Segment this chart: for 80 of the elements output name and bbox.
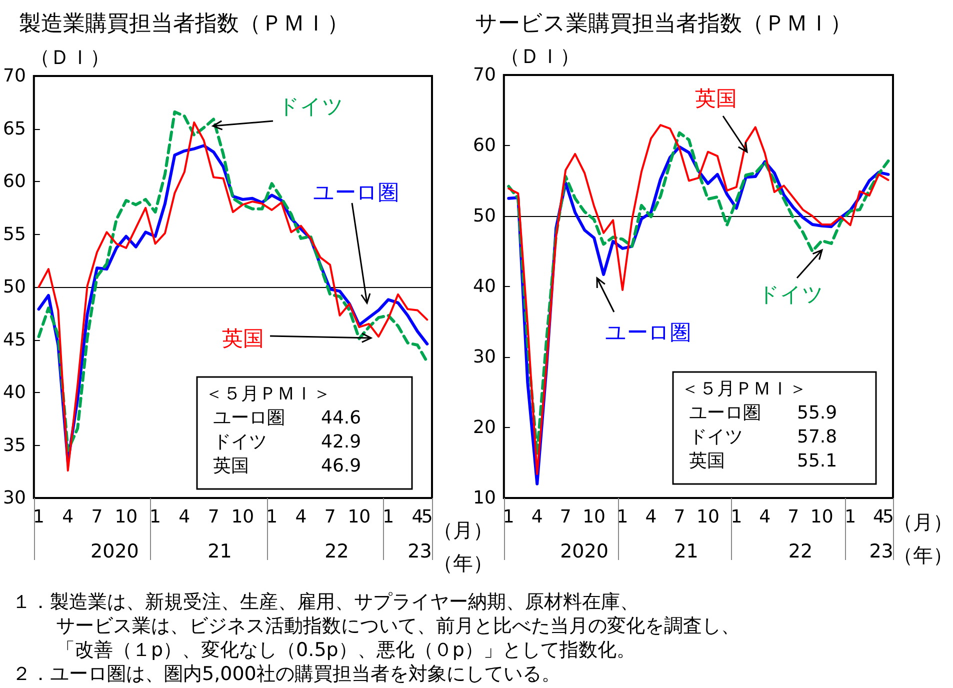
text: 22 [324, 540, 349, 562]
y-axis-title: （ＤＩ） [500, 44, 580, 68]
y-tick-label: 40 [3, 382, 26, 403]
y-tick-label: 60 [473, 135, 496, 156]
x-tick-label: 1 [730, 506, 742, 528]
x-tick-label: 4 [759, 506, 771, 528]
x-tick-label: 7 [91, 506, 103, 528]
text: ２．ユーロ圏は、圏内5,000社の購買担当者を対象にしている。 [12, 662, 562, 686]
y-axis-title: （ＤＩ） [30, 45, 110, 70]
x-tick-label: 5 [421, 506, 433, 528]
y-tick-label: 20 [473, 417, 496, 438]
x-tick-label: 5 [882, 506, 894, 528]
series-label: 英国 [695, 86, 737, 110]
annotation: ユーロ圏 55.9 [689, 402, 838, 424]
x-axis-title: （月） [433, 518, 493, 542]
chart-title: サービス業購買担当者指数（ＰＭＩ） [475, 12, 852, 36]
y-tick-label: 60 [3, 171, 26, 192]
y-tick-label: 10 [473, 488, 496, 508]
annotation: 英国 46.9 [213, 456, 362, 476]
x-tick-label: 7 [324, 506, 336, 528]
text: 23 [408, 540, 432, 562]
x-tick-label: 7 [674, 506, 686, 528]
annotation: ＜５月ＰＭＩ＞ [205, 384, 331, 404]
text: サービス業は、ビジネス活動指数について、前月と比べた当月の変化を調査し、 [55, 614, 741, 638]
text: 英国 [222, 326, 264, 350]
text: （年） [433, 551, 493, 575]
annotation: ドイツ 57.8 [689, 426, 838, 448]
x-tick-label: 4 [645, 506, 657, 528]
text: 22 [788, 540, 813, 562]
x-tick-label: 7 [208, 506, 220, 528]
text: 「改善（１p）、変化なし（0.5p）、悪化（０p）」として指数化。 [55, 638, 636, 662]
y-tick-label: 35 [3, 434, 26, 456]
text: 21 [208, 540, 232, 562]
x-tick-label: 10 [696, 506, 720, 528]
y-tick-label: 50 [3, 276, 26, 298]
x-tick-label: 1 [266, 506, 278, 528]
text: ユーロ圏 [605, 320, 691, 344]
text: 21 [674, 540, 698, 562]
x-tick-label: 4 [873, 506, 884, 528]
x-tick-label: 1 [382, 506, 394, 528]
text: 2020 [560, 540, 608, 562]
x-tick-label: 4 [531, 506, 543, 528]
text: 23 [869, 540, 894, 562]
annotation: ドイツ 42.9 [213, 432, 362, 452]
text: １．製造業は、新規受注、生産、雇用、サプライヤー納期、原材料在庫、 [12, 590, 640, 614]
annotation: 英国 55.1 [689, 450, 838, 472]
y-tick-label: 50 [473, 206, 496, 226]
x-tick-label: 7 [788, 506, 800, 528]
y-tick-label: 40 [473, 276, 496, 297]
x-tick-label: 4 [295, 506, 307, 528]
text: ドイツ [278, 94, 344, 118]
series-label: ドイツ [758, 282, 824, 306]
annotation: ＜５月ＰＭＩ＞ [681, 378, 807, 400]
x-tick-label: 4 [412, 506, 424, 528]
x-tick-label: 4 [178, 506, 190, 528]
x-tick-label: 1 [33, 506, 44, 528]
chart-title: 製造業購買担当者指数（ＰＭＩ） [19, 12, 349, 36]
y-tick-label: 55 [3, 224, 26, 245]
text: （年） [893, 543, 953, 567]
x-tick-label: 10 [810, 506, 834, 528]
x-tick-label: 7 [560, 506, 572, 528]
x-tick-label: 10 [582, 506, 606, 528]
y-tick-label: 70 [3, 66, 26, 86]
x-tick-label: 10 [231, 506, 254, 528]
y-tick-label: 30 [473, 346, 496, 368]
series-label: ユーロ圏 [313, 180, 399, 204]
x-tick-label: 1 [616, 506, 628, 528]
x-tick-label: 1 [502, 506, 514, 528]
y-tick-label: 30 [3, 488, 26, 508]
y-tick-label: 45 [3, 329, 26, 350]
x-tick-label: 10 [114, 506, 138, 528]
x-tick-label: 1 [844, 506, 856, 528]
annotation: ユーロ圏 44.6 [213, 408, 362, 428]
x-tick-label: 1 [150, 506, 161, 528]
y-tick-label: 70 [473, 64, 496, 86]
x-axis-title: （月） [893, 510, 953, 534]
x-tick-label: 4 [62, 506, 74, 528]
text: 2020 [90, 540, 139, 562]
y-tick-label: 65 [3, 118, 26, 140]
x-tick-label: 10 [348, 506, 371, 528]
